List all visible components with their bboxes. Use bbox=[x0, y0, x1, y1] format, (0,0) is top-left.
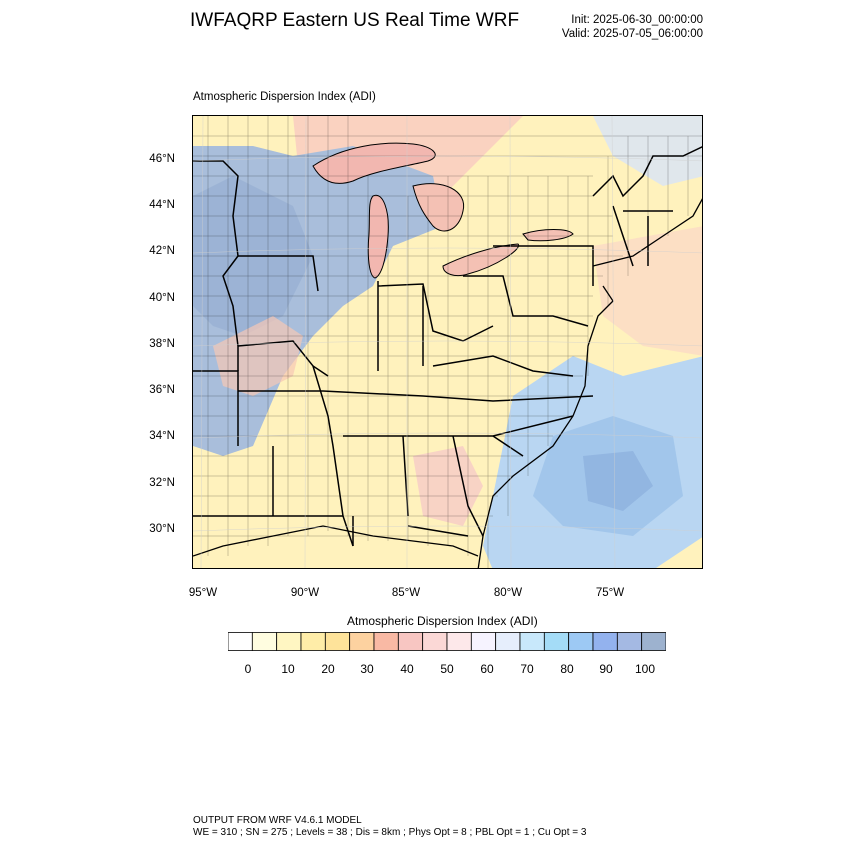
footer-model: OUTPUT FROM WRF V4.6.1 MODEL bbox=[193, 815, 362, 826]
field-blue-canada bbox=[593, 116, 702, 186]
colorbar-swatch bbox=[495, 632, 521, 651]
graticule bbox=[193, 116, 702, 568]
lat-label-40: 40°N bbox=[149, 292, 175, 304]
colorbar-swatch bbox=[251, 632, 278, 651]
lat-label-46: 46°N bbox=[149, 153, 175, 165]
colorbar-swatch bbox=[300, 632, 326, 651]
colorbar-swatch bbox=[616, 632, 643, 651]
colorbar-tick-80: 80 bbox=[560, 662, 574, 676]
lon-label-80: 80°W bbox=[493, 587, 523, 599]
footer-config: WE = 310 ; SN = 275 ; Levels = 38 ; Dis … bbox=[193, 827, 587, 838]
colorbar-swatch bbox=[519, 632, 545, 651]
lat-label-30: 30°N bbox=[149, 523, 175, 535]
lon-label-95: 95°W bbox=[188, 587, 218, 599]
colorbar-tick-70: 70 bbox=[520, 662, 534, 676]
lon-label-90: 90°W bbox=[290, 587, 320, 599]
colorbar-tick-40: 40 bbox=[400, 662, 414, 676]
colorbar-tick-0: 0 bbox=[244, 662, 252, 676]
lat-label-44: 44°N bbox=[149, 199, 175, 211]
colorbar-swatch bbox=[641, 632, 666, 651]
colorbar-swatch bbox=[568, 632, 594, 651]
map-subtitle: Atmospheric Dispersion Index (ADI) bbox=[193, 91, 376, 103]
northeast-coastline bbox=[592, 198, 702, 267]
colorbar-swatch bbox=[422, 632, 448, 651]
main-title: IWFAQRP Eastern US Real Time WRF bbox=[190, 10, 520, 31]
colorbar-swatch bbox=[470, 632, 497, 651]
map-panel bbox=[192, 115, 703, 569]
colorbar-swatch bbox=[228, 632, 253, 651]
colorbar-swatch bbox=[373, 632, 399, 651]
init-time: Init: 2025-06-30_00:00:00 bbox=[571, 14, 703, 26]
colorbar-tick-60: 60 bbox=[480, 662, 494, 676]
lat-label-32: 32°N bbox=[149, 477, 175, 489]
colorbar-swatch bbox=[349, 632, 375, 651]
colorbar-swatch bbox=[543, 632, 570, 651]
colorbar-tick-100: 100 bbox=[634, 662, 656, 676]
adi-map bbox=[193, 116, 702, 568]
lake-huron bbox=[412, 183, 465, 232]
colorbar-tick-30: 30 bbox=[360, 662, 374, 676]
lake-erie bbox=[442, 243, 520, 277]
colorbar-swatch bbox=[276, 632, 302, 651]
lat-label-42: 42°N bbox=[149, 245, 175, 257]
colorbar-title: Atmospheric Dispersion Index (ADI) bbox=[347, 614, 538, 628]
valid-time: Valid: 2025-07-05_06:00:00 bbox=[561, 28, 703, 40]
colorbar-swatch bbox=[592, 632, 618, 651]
colorbar bbox=[228, 632, 666, 651]
colorbar-tick-50: 50 bbox=[440, 662, 454, 676]
lat-label-36: 36°N bbox=[149, 384, 175, 396]
colorbar-tick-10: 10 bbox=[281, 662, 295, 676]
colorbar-swatch bbox=[324, 632, 351, 651]
field-blue-ocean-deep bbox=[583, 451, 653, 511]
lake-superior bbox=[312, 142, 436, 184]
colorbar-tick-20: 20 bbox=[321, 662, 335, 676]
colorbar-swatch bbox=[397, 632, 424, 651]
county-borders bbox=[193, 116, 702, 568]
lon-label-75: 75°W bbox=[595, 587, 625, 599]
lat-label-34: 34°N bbox=[149, 430, 175, 442]
lon-label-85: 85°W bbox=[391, 587, 421, 599]
lat-label-38: 38°N bbox=[149, 338, 175, 350]
colorbar-tick-90: 90 bbox=[599, 662, 613, 676]
colorbar-swatch bbox=[446, 632, 472, 651]
